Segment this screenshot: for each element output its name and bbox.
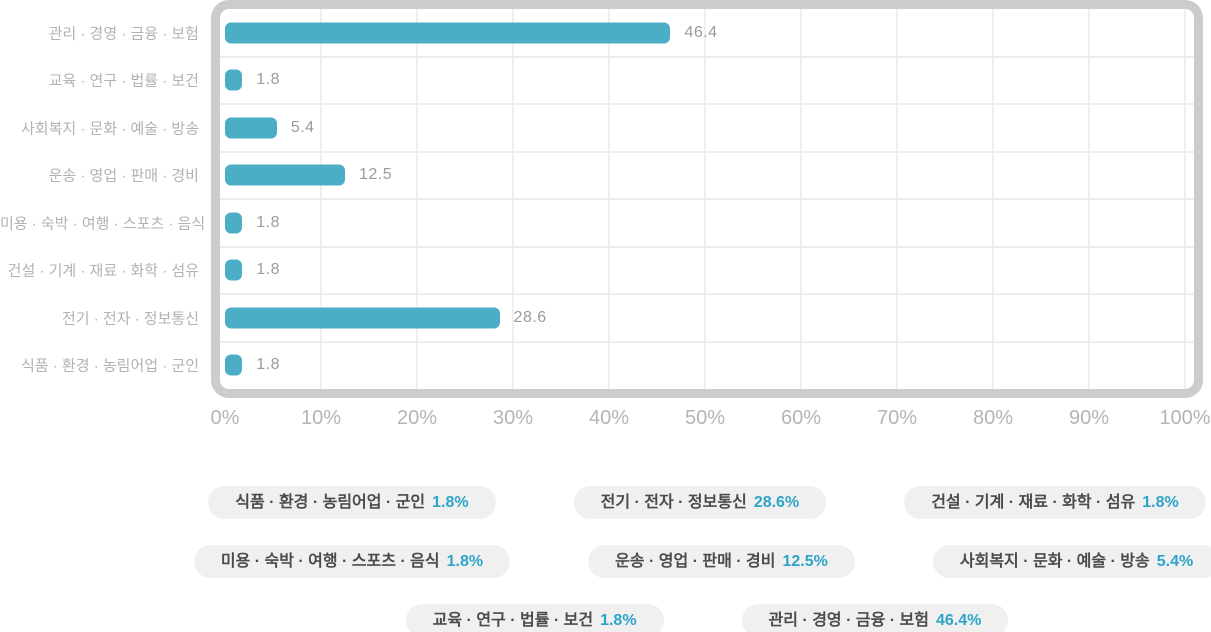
category-label: 건설 · 기계 · 재료 · 화학 · 섬유 — [7, 262, 199, 280]
legend-pill-label: 운송 · 영업 · 판매 · 경비 — [615, 553, 776, 570]
legend-pill-label: 교육 · 연구 · 법률 · 보건 — [432, 612, 594, 629]
x-axis-tick-label: 60% — [780, 407, 822, 429]
bar-row: 28.6 — [220, 294, 1194, 342]
bar — [225, 117, 277, 139]
horizontal-gridline — [220, 245, 1194, 248]
x-axis-tick-label: 0% — [210, 407, 240, 429]
legend-row: 교육 · 연구 · 법률 · 보건 1.8% 관리 · 경영 · 금융 · 보험 46… — [211, 604, 1203, 632]
legend-row: 식품 · 환경 · 농림어업 · 군인 1.8% 전기 · 전자 · 정보통신 28.… — [208, 486, 1206, 519]
bar — [225, 212, 243, 234]
legend-pill-value: 1.8% — [432, 494, 469, 511]
legend-pill-label: 사회복지 · 문화 · 예술 · 방송 — [959, 553, 1150, 570]
bar-row: 1.8 — [220, 247, 1194, 295]
legend-pill: 식품 · 환경 · 농림어업 · 군인 1.8% — [208, 486, 496, 519]
bar — [225, 164, 345, 186]
legend-pill-label: 건설 · 기계 · 재료 · 화학 · 섬유 — [931, 494, 1136, 511]
bar — [225, 307, 500, 329]
bar-row: 5.4 — [220, 104, 1194, 152]
legend-pill-value: 46.4% — [935, 612, 982, 629]
category-label: 사회복지 · 문화 · 예술 · 방송 — [21, 120, 199, 138]
category-label: 전기 · 전자 · 정보통신 — [61, 310, 199, 328]
legend-pill-label: 미용 · 숙박 · 여행 · 스포츠 · 음식 — [220, 553, 440, 570]
category-label: 식품 · 환경 · 농림어업 · 군인 — [21, 357, 199, 375]
bar-row: 1.8 — [220, 199, 1194, 247]
bar-value-label: 1.8 — [256, 261, 281, 279]
bar-row: 1.8 — [220, 342, 1194, 390]
bar — [225, 354, 243, 376]
bar-value-label: 46.4 — [684, 23, 718, 41]
horizontal-gridline — [220, 150, 1194, 153]
bar-row: 46.4 — [220, 9, 1194, 57]
bar-value-label: 1.8 — [256, 213, 281, 231]
x-axis-tick-label: 70% — [876, 407, 918, 429]
category-label: 교육 · 연구 · 법률 · 보건 — [48, 72, 199, 90]
legend-pill: 관리 · 경영 · 금융 · 보험 46.4% — [741, 604, 1009, 632]
legend-pill-value: 1.8% — [1142, 494, 1179, 511]
legend-pill: 건설 · 기계 · 재료 · 화학 · 섬유 1.8% — [904, 486, 1206, 519]
bar-row: 12.5 — [220, 152, 1194, 200]
x-axis-tick-label: 90% — [1068, 407, 1110, 429]
x-axis-tick-label: 100% — [1159, 407, 1211, 429]
horizontal-gridline — [220, 103, 1194, 105]
legend-pill: 미용 · 숙박 · 여행 · 스포츠 · 음식 1.8% — [193, 545, 511, 578]
legend-pill-value: 1.8% — [600, 612, 637, 629]
bar — [225, 22, 671, 44]
legend-pill: 운송 · 영업 · 판매 · 경비 12.5% — [588, 545, 855, 578]
category-label: 관리 · 경영 · 금융 · 보험 — [48, 25, 199, 43]
category-label: 미용 · 숙박 · 여행 · 스포츠 · 음식 — [0, 215, 206, 233]
legend-pill: 교육 · 연구 · 법률 · 보건 1.8% — [405, 604, 664, 632]
chart-plot-frame: 46.4 1.8 5.4 12.5 1.8 1.8 28.6 1.8 — [211, 0, 1203, 398]
x-axis-tick-label: 80% — [972, 407, 1014, 429]
legend-pill-label: 관리 · 경영 · 금융 · 보험 — [768, 612, 929, 629]
legend-pill-label: 전기 · 전자 · 정보통신 — [600, 494, 747, 511]
legend-pill-value: 1.8% — [446, 553, 484, 570]
x-axis-tick-label: 20% — [396, 407, 438, 429]
legend-pill-label: 식품 · 환경 · 농림어업 · 군인 — [235, 494, 426, 511]
category-label: 운송 · 영업 · 판매 · 경비 — [48, 167, 199, 185]
bar — [225, 259, 243, 281]
legend-pill-value: 28.6% — [753, 494, 800, 511]
bar-value-label: 1.8 — [256, 356, 281, 374]
horizontal-gridline — [220, 293, 1194, 295]
horizontal-gridline — [220, 55, 1194, 58]
horizontal-gridline — [220, 198, 1194, 200]
x-axis-tick-label: 30% — [492, 407, 534, 429]
x-axis-tick-label: 10% — [300, 407, 342, 429]
chart-legend: 식품 · 환경 · 농림어업 · 군인 1.8% 전기 · 전자 · 정보통신 28.… — [193, 486, 1211, 632]
bar — [225, 69, 243, 91]
x-axis-tick-label: 50% — [684, 407, 726, 429]
chart-plot-area: 46.4 1.8 5.4 12.5 1.8 1.8 28.6 1.8 — [220, 9, 1194, 389]
legend-row: 미용 · 숙박 · 여행 · 스포츠 · 음식 1.8% 운송 · 영업 · 판매 … — [193, 545, 1211, 578]
legend-pill: 사회복지 · 문화 · 예술 · 방송 5.4% — [932, 545, 1211, 578]
bar-value-label: 5.4 — [290, 118, 315, 136]
bar-row: 1.8 — [220, 57, 1194, 105]
x-axis-tick-label: 40% — [588, 407, 630, 429]
bar-value-label: 12.5 — [359, 166, 393, 184]
bar-value-label: 1.8 — [256, 71, 281, 89]
horizontal-gridline — [220, 340, 1194, 343]
bar-value-label: 28.6 — [513, 308, 547, 326]
legend-pill: 전기 · 전자 · 정보통신 28.6% — [573, 486, 827, 519]
legend-pill-value: 5.4% — [1156, 553, 1194, 570]
legend-pill-value: 12.5% — [782, 553, 828, 570]
